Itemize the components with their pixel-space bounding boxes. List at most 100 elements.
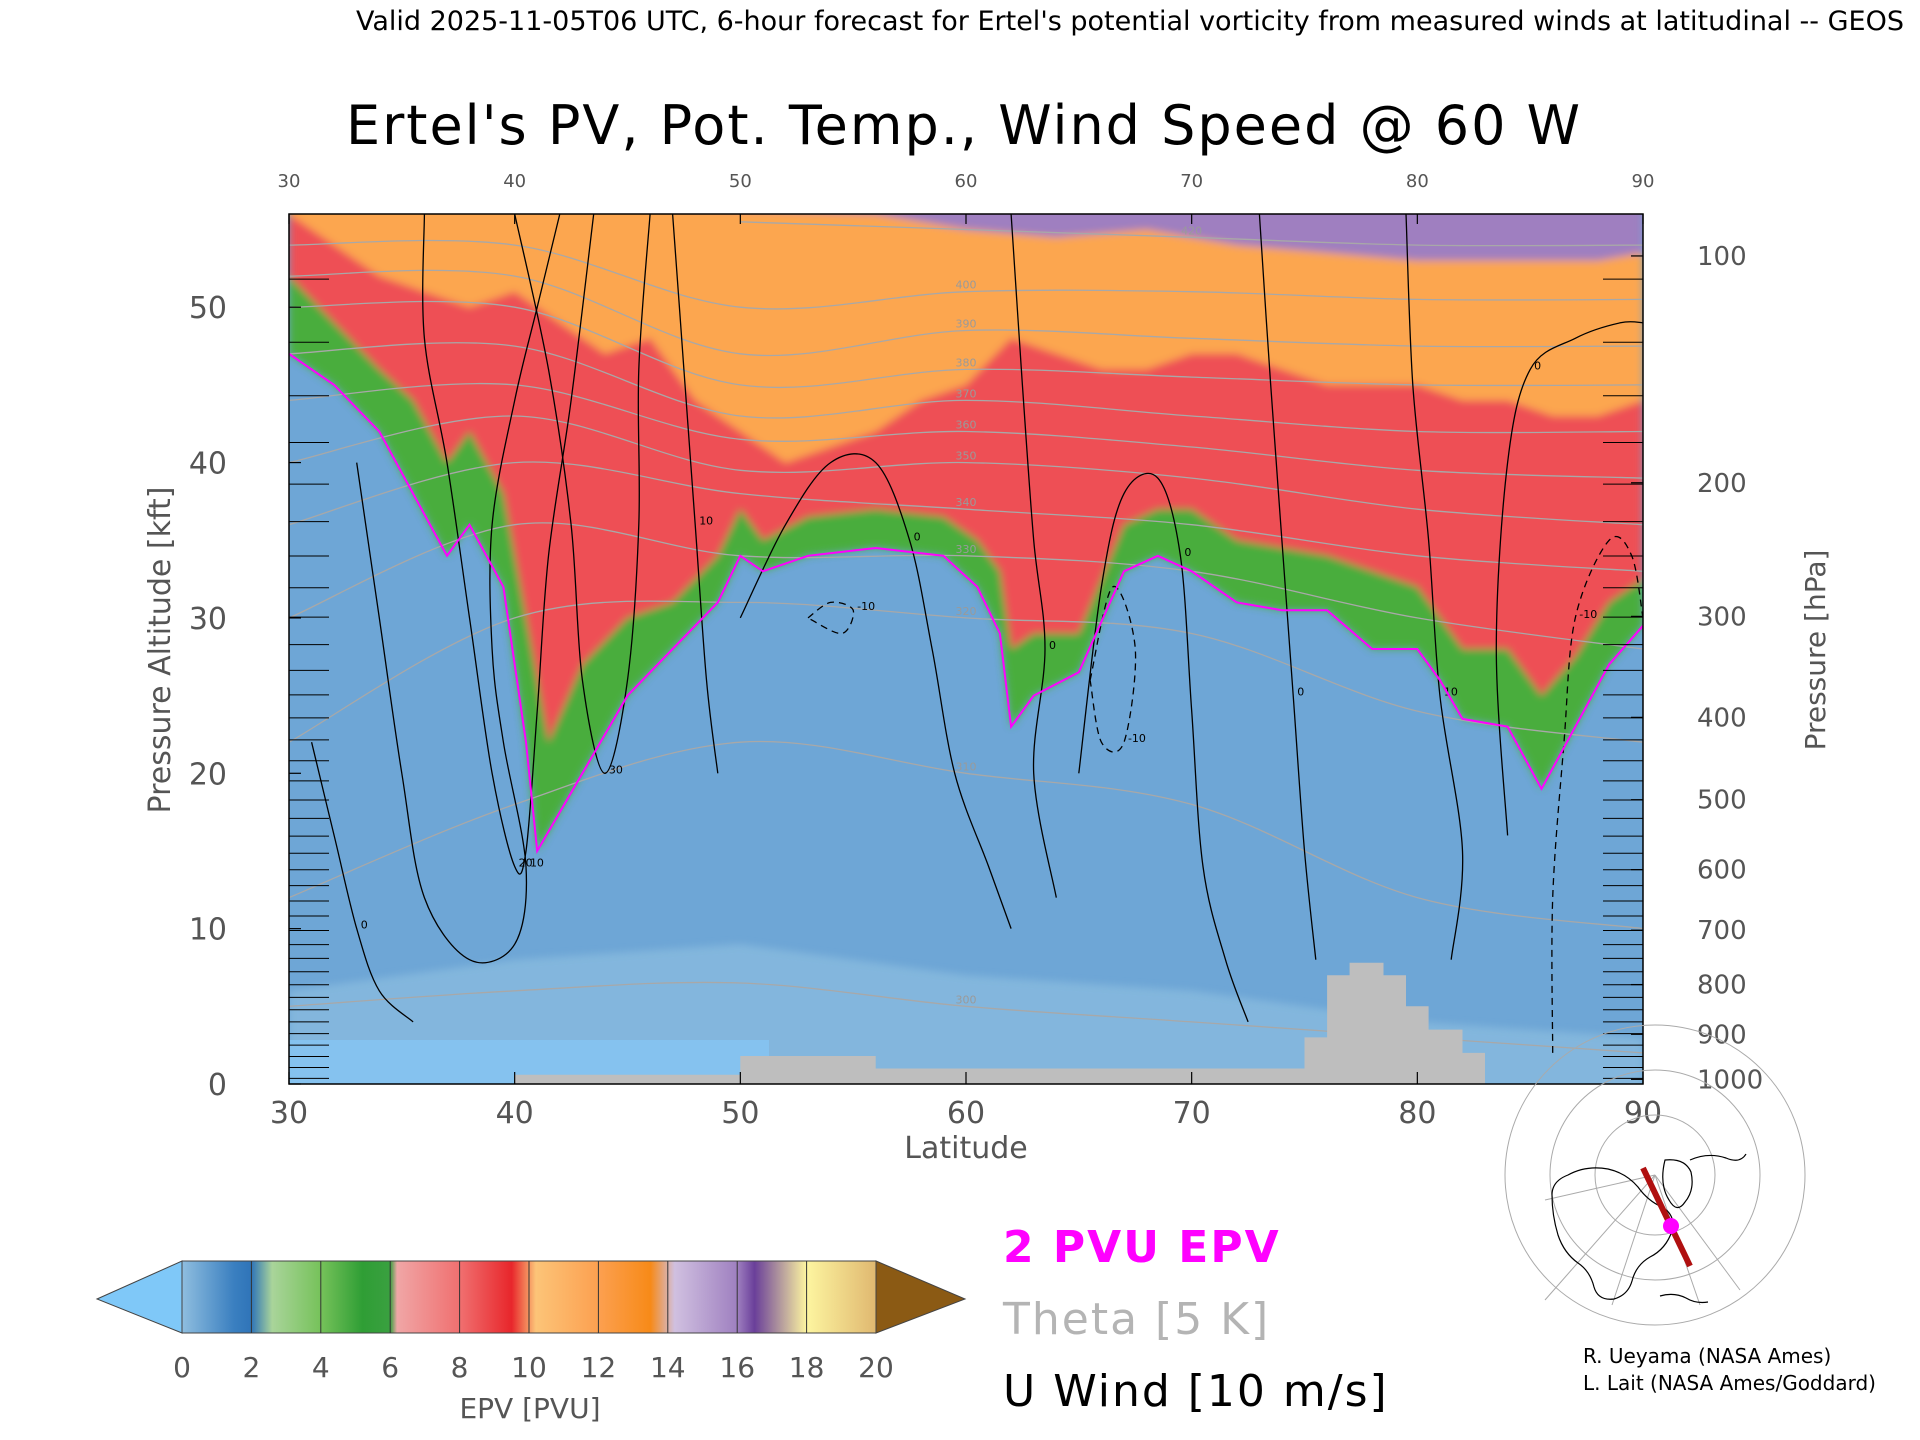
- wind-label-11: 10: [1444, 686, 1458, 699]
- colorbar-ticks: 0 2 4 6 8 10 12 14 16 18 20: [173, 1351, 894, 1384]
- x-tick-label-30: 30: [270, 1096, 308, 1131]
- y-tick-label-40: 40: [189, 447, 227, 482]
- theta-contour-340: [289, 461, 1643, 572]
- x-tick-label-60: 60: [947, 1096, 985, 1131]
- pressure-tick-label-200: 200: [1697, 469, 1747, 499]
- wind-contour-4: [671, 214, 719, 774]
- y-tick-label-10: 10: [189, 913, 227, 948]
- x-tick-label-50: 50: [721, 1096, 759, 1131]
- pressure-tick-label-600: 600: [1697, 856, 1747, 886]
- wind-label-4: 10: [699, 515, 713, 528]
- legend-theta: Theta [5 K]: [1002, 1294, 1270, 1345]
- theta-label-310: 310: [956, 760, 977, 773]
- wind-contour-3: [514, 214, 651, 774]
- terrain: [514, 962, 1486, 1084]
- pressure-tick-label-500: 500: [1697, 786, 1747, 816]
- x-top-tick-label-40: 40: [503, 171, 526, 192]
- theta-label-390: 390: [956, 318, 977, 331]
- x-tick-label-90: 90: [1624, 1096, 1662, 1131]
- y-axis-right-label: Pressure [hPa]: [1799, 550, 1832, 751]
- theta-label-370: 370: [956, 387, 977, 400]
- theta-label-420: 420: [1181, 224, 1202, 237]
- y-axis-left: 0 10 20 30 40 50: [189, 291, 301, 1103]
- theta-label-320: 320: [956, 605, 977, 618]
- y-tick-label-0: 0: [208, 1068, 227, 1103]
- x-tick-label-40: 40: [496, 1096, 534, 1131]
- wind-label-5: -10: [857, 600, 875, 613]
- pressure-tick-label-100: 100: [1697, 242, 1747, 272]
- pressure-tick-label-700: 700: [1697, 916, 1747, 946]
- x-axis-top: 30 40 50 60 70 80 90: [278, 171, 1655, 224]
- x-top-tick-label-70: 70: [1180, 171, 1203, 192]
- credit-line-2: L. Lait (NASA Ames/Goddard): [1583, 1371, 1876, 1395]
- wind-label-12: 0: [1534, 359, 1541, 372]
- x-top-tick-label-80: 80: [1406, 171, 1429, 192]
- wind-label-1: 10: [530, 857, 544, 870]
- pressure-tick-label-400: 400: [1697, 703, 1747, 733]
- x-top-tick-label-60: 60: [955, 171, 978, 192]
- pressure-minor-ticks: [289, 278, 1643, 1079]
- wind-contour-10: [1258, 214, 1317, 960]
- legend-wind: U Wind [10 m/s]: [1003, 1366, 1389, 1417]
- wind-contour-7: [1010, 214, 1057, 898]
- pv2-boundary-line: [289, 352, 1643, 855]
- x-top-tick-label-30: 30: [278, 171, 301, 192]
- colorbar-tick-label-16: 16: [719, 1351, 755, 1384]
- theta-label-400: 400: [956, 279, 977, 292]
- colorbar-tick-label-20: 20: [858, 1351, 894, 1384]
- theta-contour-420: [740, 221, 1643, 247]
- colorbar-tick-label-8: 8: [451, 1351, 469, 1384]
- colorbar-tick-label-6: 6: [381, 1351, 399, 1384]
- legend: 2 PVU EPV Theta [5 K] U Wind [10 m/s]: [1002, 1222, 1389, 1417]
- theta-label-360: 360: [956, 419, 977, 432]
- map-graticule-lat30: [1504, 1024, 1806, 1326]
- x-axis-bottom: 30 40 50 60 70 80 90: [270, 1072, 1662, 1131]
- y-tick-label-20: 20: [189, 757, 227, 792]
- x-top-tick-label-50: 50: [729, 171, 752, 192]
- theta-contour-320: [289, 600, 1643, 743]
- wind-contour-0: [310, 742, 414, 1023]
- wind-label-7: 0: [1049, 639, 1056, 652]
- wind-label-13: -10: [1579, 608, 1597, 621]
- x-top-tick-label-90: 90: [1632, 171, 1655, 192]
- x-axis-label: Latitude: [904, 1131, 1027, 1166]
- x-tick-label-70: 70: [1173, 1096, 1211, 1131]
- pressure-tick-label-300: 300: [1697, 602, 1747, 632]
- theta-contour-400: [289, 239, 1643, 310]
- map-graticule-lat45: [1549, 1069, 1761, 1281]
- colorbar-tick-label-2: 2: [242, 1351, 260, 1384]
- theta-contour-350: [289, 415, 1643, 526]
- map-inset: [1504, 1024, 1806, 1326]
- pressure-tick-label-800: 800: [1697, 971, 1747, 1001]
- theta-contour-380: [289, 300, 1643, 389]
- theta-contour-360: [289, 382, 1643, 479]
- theta-label-350: 350: [956, 450, 977, 463]
- theta-label-330: 330: [956, 543, 977, 556]
- wind-contour-11: [1405, 214, 1464, 960]
- wind-contour-8: [1078, 472, 1249, 1023]
- pv-band-orange: [289, 214, 1643, 463]
- map-graticule-lat60: [1594, 1114, 1716, 1236]
- chart-title: Ertel's PV, Pot. Temp., Wind Speed @ 60 …: [346, 94, 1582, 157]
- y-axis-right: 100 200 300 400 500 600 700 800 900 1000: [1631, 242, 1763, 1095]
- wind-label-0: 0: [361, 919, 368, 932]
- wind-contour-1: [356, 214, 561, 964]
- colorbar-over-arrow: [875, 1260, 967, 1334]
- theta-label-300: 300: [956, 993, 977, 1006]
- y-tick-label-30: 30: [189, 602, 227, 637]
- map-coastline-caribbean: [1659, 1293, 1709, 1304]
- map-coastline-north-america: [1551, 1167, 1674, 1300]
- theta-contour-390: [289, 269, 1643, 357]
- wind-label-2: 20: [519, 857, 533, 870]
- wind-contour-12: [1495, 321, 1643, 836]
- y-axis-left-label: Pressure Altitude [kft]: [143, 487, 178, 814]
- wind-contour-9: [1089, 586, 1137, 753]
- legend-pv-line: 2 PVU EPV: [1003, 1222, 1281, 1273]
- validity-line: Valid 2025-11-05T06 UTC, 6-hour forecast…: [356, 6, 1904, 37]
- y-tick-label-50: 50: [189, 291, 227, 326]
- colorbar-tick-label-14: 14: [650, 1351, 686, 1384]
- colorbar-label: EPV [PVU]: [459, 1392, 600, 1425]
